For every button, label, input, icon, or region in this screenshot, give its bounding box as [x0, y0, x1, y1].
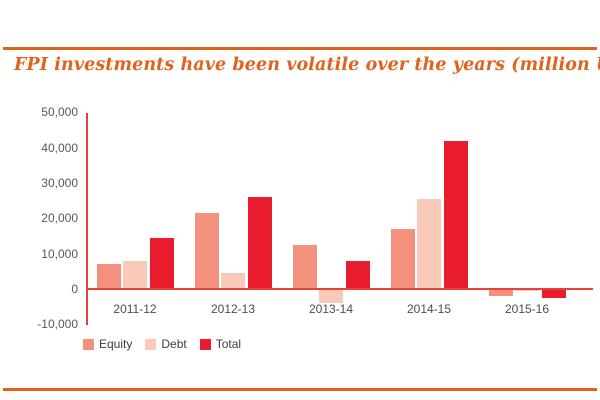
x-axis-label: 2012-13: [210, 302, 256, 316]
y-tick-label: 30,000: [41, 176, 78, 190]
bar-total-2011-12: [149, 237, 174, 289]
y-tick-label: 40,000: [41, 140, 78, 155]
legend-item-debt: Debt: [145, 337, 187, 351]
legend-swatch-equity: [83, 339, 94, 350]
y-tick-label: 50,000: [41, 105, 78, 120]
x-axis-zero-line: [86, 288, 593, 290]
bar-debt-2013-14: [319, 289, 343, 304]
y-tick-label: 20,000: [41, 211, 78, 226]
bar-total-2012-13: [247, 197, 272, 289]
bar-equity-2013-14: [292, 244, 317, 289]
legend-swatch-total: [199, 339, 211, 350]
chart-title: FPI investments have been volatile over …: [14, 55, 600, 75]
bar-debt-2012-13: [221, 273, 245, 289]
legend-label: Equity: [99, 337, 133, 351]
bar-equity-2015-16: [488, 289, 513, 297]
x-axis-label: 2013-14: [308, 302, 354, 316]
legend-label: Debt: [161, 337, 187, 351]
y-tick-label: 0: [71, 282, 78, 296]
bar-equity-2011-12: [96, 264, 121, 289]
chart-legend: Equity Debt Total: [83, 338, 241, 351]
bar-total-2013-14: [345, 260, 370, 289]
legend-item-equity: Equity: [83, 338, 132, 351]
y-axis-line: [86, 113, 88, 325]
bottom-accent-rule: [3, 388, 597, 391]
bar-total-2014-15: [443, 140, 468, 289]
bar-equity-2014-15: [390, 228, 415, 289]
bar-debt-2011-12: [123, 260, 147, 289]
legend-swatch-debt: [145, 339, 157, 350]
top-accent-rule: [3, 47, 597, 50]
bar-total-2015-16: [541, 289, 566, 298]
x-axis-label: 2011-12: [113, 302, 157, 316]
bar-debt-2014-15: [417, 198, 441, 289]
legend-item-total: Total: [199, 337, 242, 351]
y-tick-label: -10,000: [37, 317, 78, 332]
x-axis-label: 2015-16: [504, 302, 550, 316]
y-tick-label: 10,000: [41, 246, 78, 261]
x-axis-label: 2014-15: [406, 302, 452, 316]
bar-equity-2012-13: [194, 213, 219, 289]
legend-label: Total: [215, 337, 242, 351]
